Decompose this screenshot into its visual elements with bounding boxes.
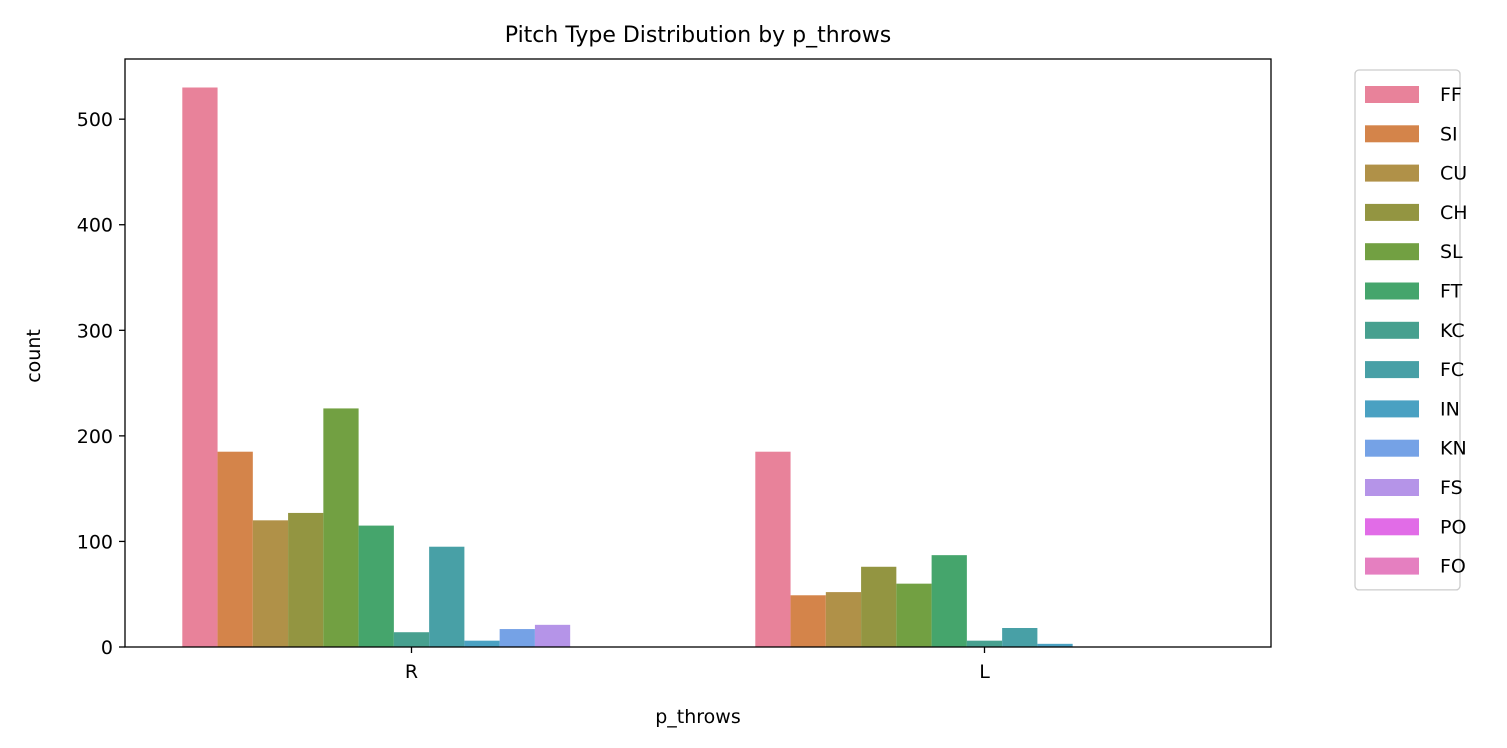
y-axis-label: count: [23, 329, 45, 383]
legend-swatch-FC: [1365, 361, 1419, 379]
chart-title: Pitch Type Distribution by p_throws: [505, 23, 891, 48]
legend-swatch-CH: [1365, 203, 1419, 221]
legend-swatch-FS: [1365, 479, 1419, 496]
y-tick-label: 400: [77, 215, 113, 237]
legend-swatch-FT: [1365, 282, 1419, 300]
legend-label-CH: CH: [1440, 202, 1468, 224]
bar-KC-L: [966, 640, 1003, 647]
legend-label-KN: KN: [1440, 438, 1467, 460]
legend-label-FC: FC: [1440, 359, 1464, 381]
legend-swatch-SI: [1365, 125, 1419, 143]
legend-label-FS: FS: [1440, 477, 1463, 499]
legend-label-KC: KC: [1440, 320, 1465, 342]
x-axis-label: p_throws: [655, 706, 741, 728]
bar-IN-L: [1037, 643, 1073, 647]
plot-frame: [124, 58, 1272, 648]
bar-FF-R: [182, 87, 218, 648]
bar-CU-R: [252, 520, 289, 647]
legend-label-PO: PO: [1440, 516, 1466, 538]
plot-area: R L 0 100 200 300 400 500: [77, 87, 1073, 683]
bar-FT-L: [931, 555, 967, 647]
legend-label-IN: IN: [1440, 398, 1460, 420]
legend-swatch-KC: [1365, 321, 1419, 339]
bar-KC-R: [393, 632, 430, 647]
y-tick-label: 200: [77, 426, 113, 448]
bar-SI-R: [217, 451, 253, 647]
y-tick-label: 500: [77, 109, 113, 131]
bar-KN-R: [499, 629, 535, 647]
bar-IN-R: [464, 640, 500, 647]
bar-FS-R: [534, 624, 571, 647]
y-tick-label: 300: [77, 320, 113, 342]
bar-SL-L: [896, 583, 932, 647]
legend-label-FO: FO: [1440, 556, 1466, 578]
x-tick-label: R: [405, 661, 418, 683]
bar-FF-L: [755, 451, 791, 647]
x-tick-label: L: [979, 661, 990, 683]
legend-swatch-FF: [1365, 86, 1419, 103]
bar-FC-R: [429, 546, 465, 647]
bar-SI-L: [790, 595, 826, 647]
legend-label-SL: SL: [1440, 241, 1463, 263]
legend: FF SI CU CH SL FT KC FC IN KN FS PO FO: [1354, 69, 1468, 591]
bar-CH-R: [288, 512, 324, 647]
bar-FC-L: [1002, 627, 1038, 647]
legend-swatch-IN: [1365, 400, 1419, 418]
bar-CH-L: [861, 566, 897, 647]
legend-swatch-PO: [1365, 518, 1419, 536]
legend-swatch-SL: [1365, 243, 1419, 261]
y-tick-label: 0: [101, 637, 113, 659]
legend-label-SI: SI: [1440, 123, 1458, 145]
legend-label-CU: CU: [1440, 163, 1467, 185]
bar-CU-L: [825, 592, 862, 647]
legend-label-FT: FT: [1440, 281, 1463, 303]
bar-SL-R: [323, 408, 359, 647]
legend-swatch-FO: [1365, 557, 1419, 575]
y-tick-label: 100: [77, 531, 113, 553]
legend-label-FF: FF: [1440, 84, 1462, 106]
legend-swatch-KN: [1365, 439, 1419, 457]
legend-swatch-CU: [1365, 164, 1419, 182]
bar-FT-R: [358, 525, 394, 647]
